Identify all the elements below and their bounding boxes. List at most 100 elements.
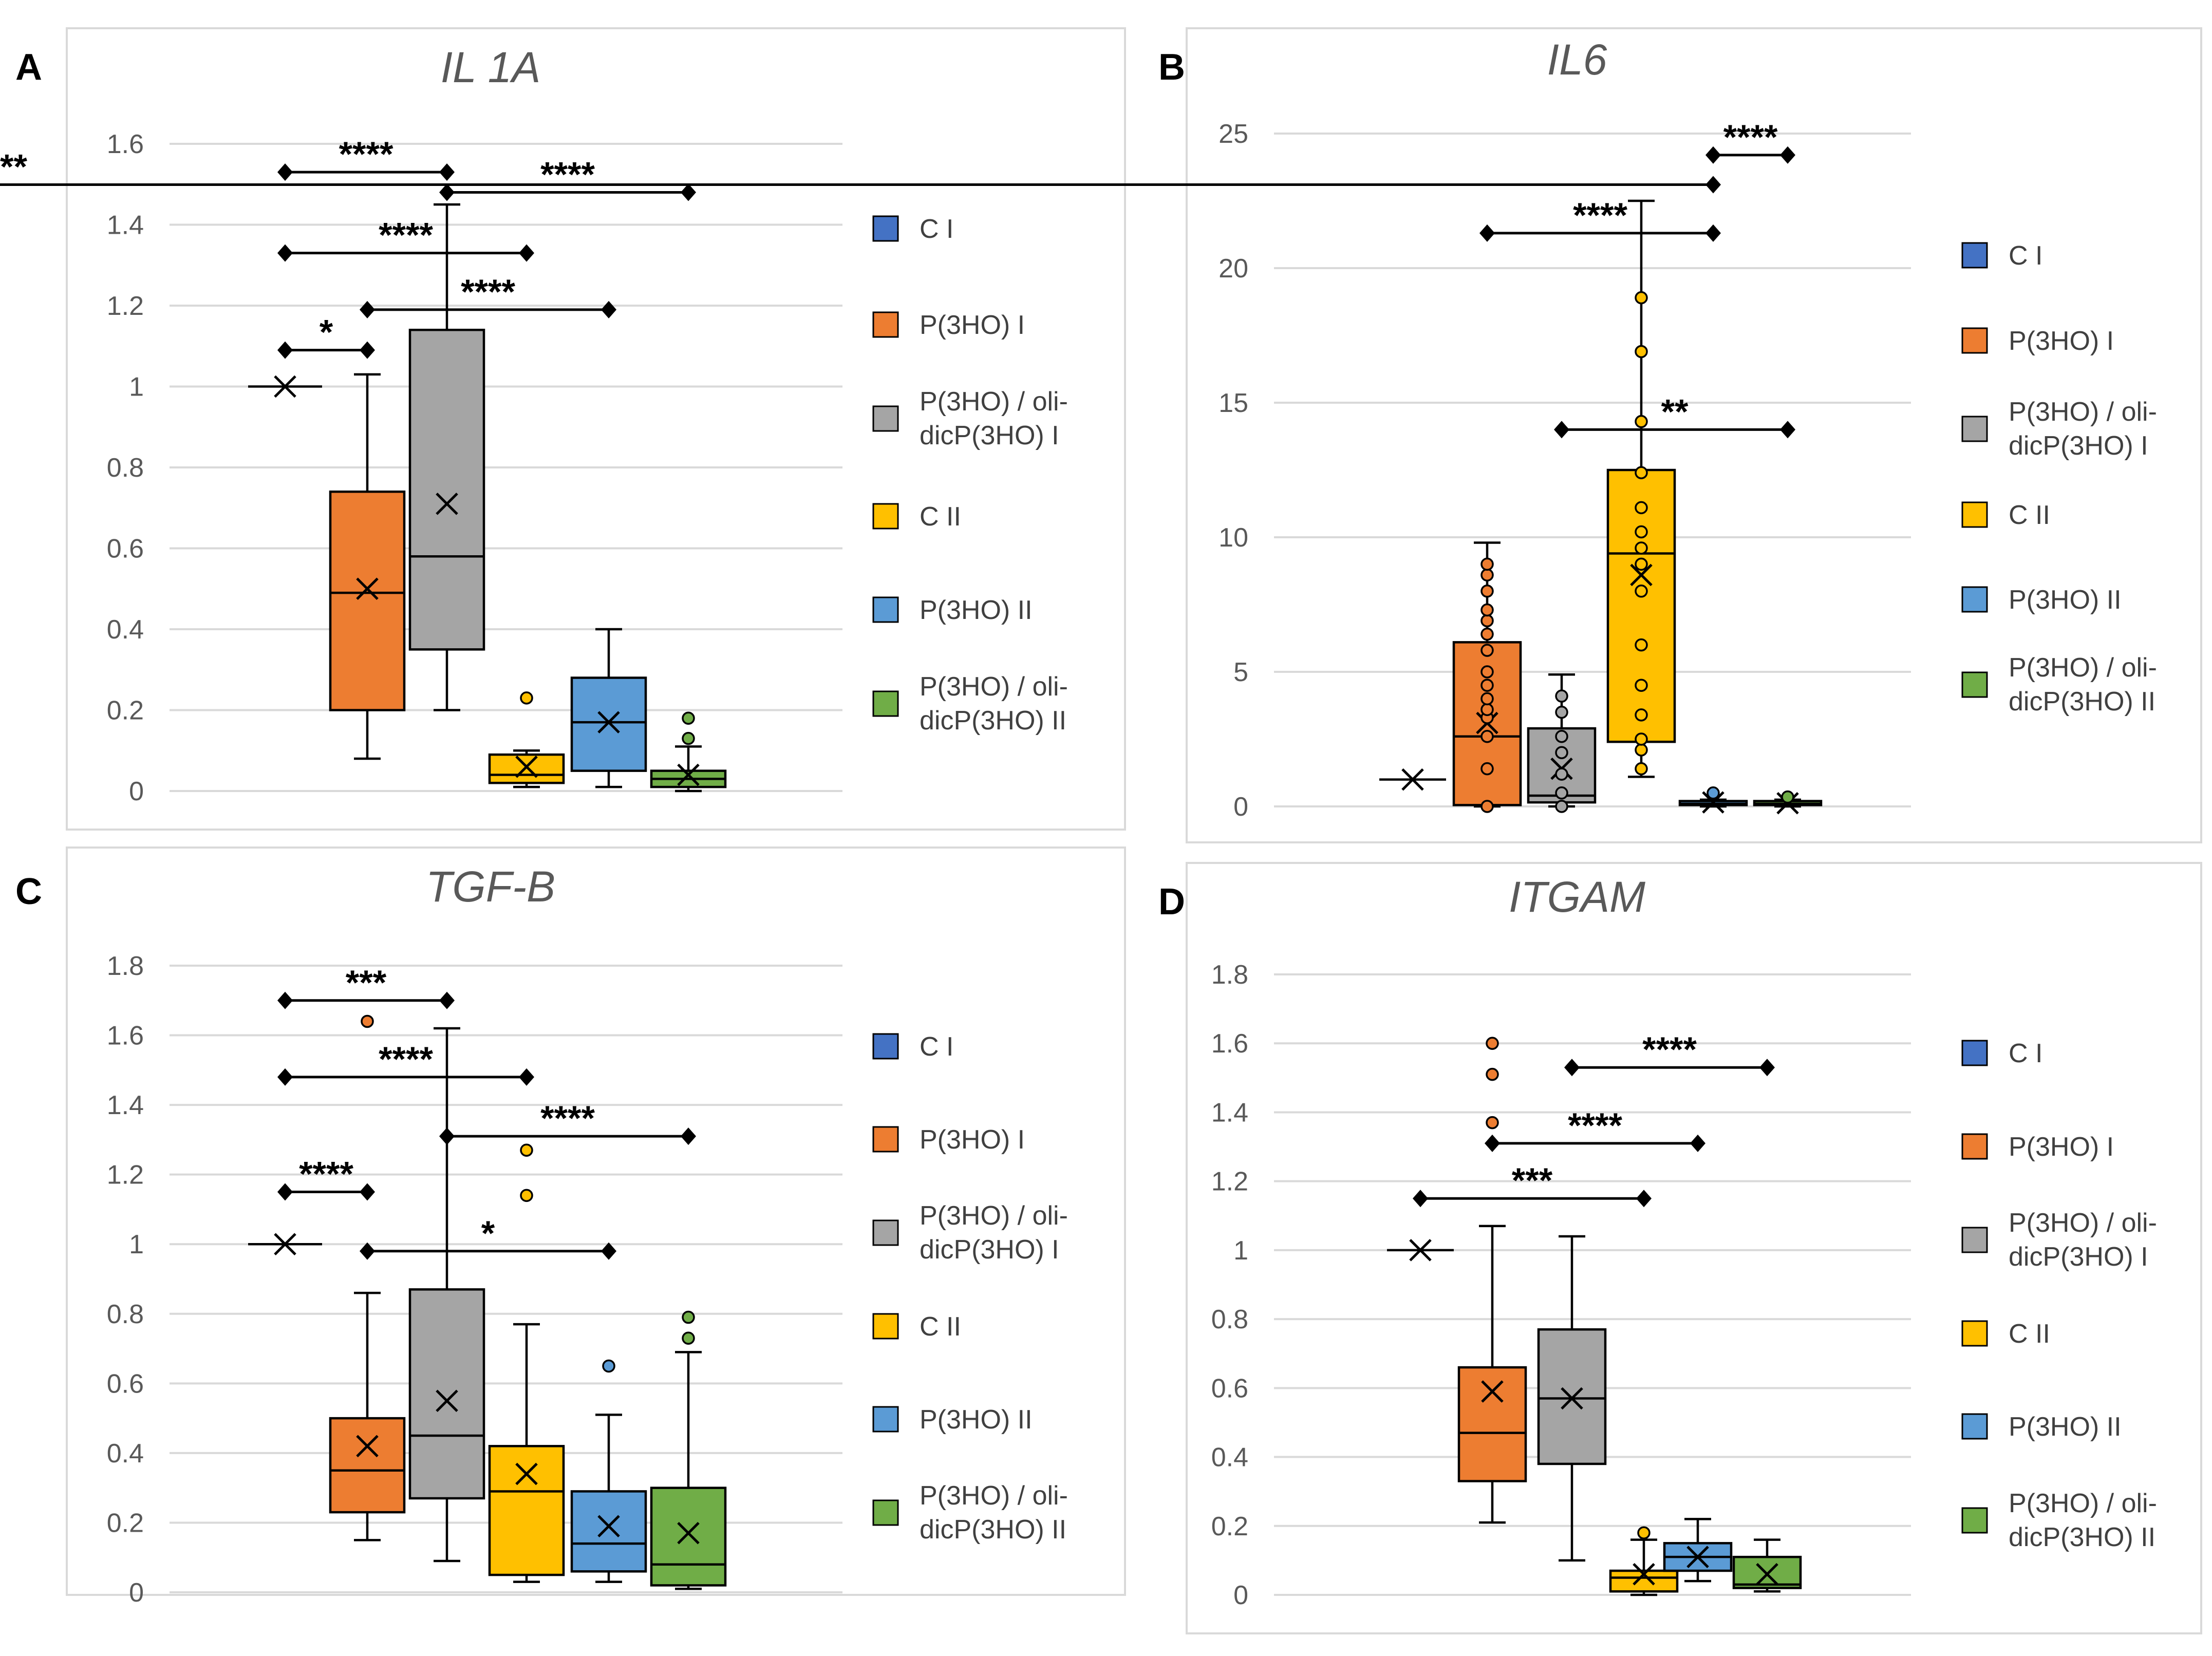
panel-d: D ITGAM00.20.40.60.811.21.41.61.8********… xyxy=(1158,862,2202,1634)
y-tick-label: 0 xyxy=(129,777,144,806)
legend-item: P(3HO) / oli-dicP(3HO) I xyxy=(1961,1208,2157,1272)
legend-item: P(3HO) / oli-dicP(3HO) I xyxy=(1961,397,2157,461)
bracket-diamond xyxy=(439,183,455,201)
legend-label: dicP(3HO) I xyxy=(2009,431,2148,461)
legend-label: P(3HO) / oli- xyxy=(2009,1208,2157,1238)
significance-label: **** xyxy=(540,155,595,194)
legend-swatch xyxy=(872,1126,899,1153)
data-point xyxy=(1635,525,1648,539)
mean-marker xyxy=(436,493,458,515)
iqr-box xyxy=(570,676,647,772)
data-point xyxy=(1480,614,1494,628)
legend-swatch xyxy=(872,1406,899,1433)
significance-label: **** xyxy=(1573,196,1627,235)
bracket-diamond xyxy=(277,1068,293,1086)
data-point xyxy=(1480,730,1494,743)
bracket-diamond xyxy=(519,1068,534,1086)
legend-swatch xyxy=(1961,501,1988,528)
iqr-box xyxy=(329,1417,406,1514)
box-5 xyxy=(570,628,647,788)
iqr-box xyxy=(1606,468,1676,743)
gridlines: 0 0.2 0.4 0.6 0.8 1 1.2 1.4 1.6 1.8 xyxy=(1211,960,1911,1610)
data-point xyxy=(1635,291,1648,305)
panel-label: B xyxy=(1158,47,1185,88)
significance-label: **** xyxy=(1642,1030,1697,1069)
data-point xyxy=(1635,638,1648,652)
legend-label: P(3HO) II xyxy=(920,595,1033,625)
bracket-diamond xyxy=(1690,1134,1705,1152)
legend-swatch xyxy=(872,596,899,623)
data-point xyxy=(1480,800,1494,813)
mean-marker xyxy=(356,577,379,600)
y-tick-label: 20 xyxy=(1219,254,1248,284)
panel-label: A xyxy=(15,47,42,88)
legend-label: dicP(3HO) II xyxy=(920,706,1066,736)
y-tick-label: 1.2 xyxy=(1211,1167,1248,1197)
bracket-diamond xyxy=(1636,1190,1652,1208)
chart-title: IL6 xyxy=(1547,35,1607,84)
legend-label: P(3HO) / oli- xyxy=(920,1481,1068,1511)
bracket-diamond xyxy=(360,341,375,359)
legend-label: P(3HO) / oli- xyxy=(2009,653,2157,683)
y-tick-label: 1.2 xyxy=(107,1160,144,1190)
box-4 xyxy=(1606,199,1676,778)
panel-c: C TGF-B00.20.40.60.811.21.41.61.8 ********… xyxy=(15,846,1126,1608)
box-2 xyxy=(1452,541,1522,813)
legend-label: P(3HO) / oli- xyxy=(2009,1489,2157,1518)
y-tick-label: 10 xyxy=(1219,523,1248,553)
legend-swatch xyxy=(872,215,899,242)
data-point xyxy=(1480,603,1494,617)
data-point xyxy=(1480,665,1494,679)
legend-label: P(3HO) / oli- xyxy=(920,672,1068,702)
bracket-diamond xyxy=(439,991,455,1009)
mean-marker xyxy=(1401,768,1424,791)
data-point xyxy=(1480,644,1494,657)
mean-marker xyxy=(677,763,700,786)
data-point xyxy=(1635,732,1648,746)
significance-label: * xyxy=(320,313,333,352)
legend-label: C I xyxy=(2009,241,2042,271)
legend-label: dicP(3HO) I xyxy=(920,421,1059,450)
bracket-diamond xyxy=(277,991,293,1009)
data-point xyxy=(1635,679,1648,692)
box-2 xyxy=(329,373,406,760)
data-point xyxy=(1555,689,1568,703)
data-point xyxy=(1486,1116,1499,1130)
iqr-box xyxy=(329,491,406,711)
legend-label: P(3HO) I xyxy=(920,310,1025,340)
box-4 xyxy=(1609,1526,1679,1596)
legend-item: C I xyxy=(872,1032,953,1062)
legend-item: P(3HO) I xyxy=(872,310,1025,340)
legend-label: C II xyxy=(2009,500,2050,530)
y-tick-label: 0.2 xyxy=(107,1508,144,1538)
box-1 xyxy=(1387,1239,1454,1262)
y-tick-label: 0.6 xyxy=(107,534,144,564)
legend-item: C I xyxy=(872,214,953,244)
legend-label: C I xyxy=(2009,1039,2042,1068)
iqr-box xyxy=(488,753,565,784)
y-tick-label: 0.6 xyxy=(1211,1373,1248,1403)
iqr-box xyxy=(1457,1366,1527,1482)
box-2 xyxy=(1457,1037,1527,1524)
significance-brackets: *********** xyxy=(1413,1030,1775,1208)
bracket-diamond xyxy=(439,1127,455,1145)
y-tick-label: 0.8 xyxy=(1211,1305,1248,1334)
mean-marker xyxy=(1633,1563,1655,1586)
data-point xyxy=(1707,786,1720,800)
data-point xyxy=(520,1189,533,1202)
legend-item: C II xyxy=(872,502,961,532)
data-point xyxy=(1781,790,1794,804)
data-point xyxy=(682,731,695,745)
gridlines: 0 5 10 15 20 25 xyxy=(1219,119,1911,822)
legend-label: P(3HO) / oli- xyxy=(920,387,1068,417)
y-tick-label: 0 xyxy=(1233,1580,1248,1610)
y-tick-label: 1.8 xyxy=(1211,960,1248,990)
legend-swatch xyxy=(872,1499,899,1526)
legend-swatch xyxy=(1961,327,1988,354)
significance-label: **** xyxy=(379,216,433,255)
y-tick-label: 1 xyxy=(129,372,144,402)
bracket-diamond xyxy=(1705,176,1721,194)
mean-marker xyxy=(436,1389,458,1412)
legend-label: dicP(3HO) II xyxy=(920,1515,1066,1545)
